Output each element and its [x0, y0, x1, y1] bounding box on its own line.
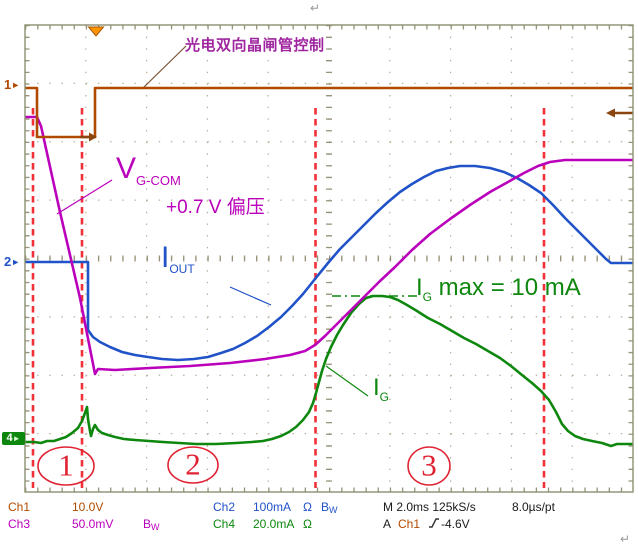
right-arrow-icon: ► [11, 80, 21, 90]
bw-b: B [143, 517, 152, 531]
ch1-readout-name: Ch1 [8, 500, 31, 514]
resolution-readout: 8.0µs/pt [512, 500, 555, 514]
iout-label: IOUT [161, 241, 195, 276]
ch2-coupling-ohm: Ω [303, 500, 312, 514]
graticule [24, 24, 634, 493]
ch4-readout-scale: 20.0mA [253, 517, 295, 531]
ch2-position-marker: 2► [4, 255, 20, 269]
return-mark-icon: ↵ [310, 1, 321, 15]
ig-subscript: G [422, 290, 433, 304]
trigger-position-icon [87, 26, 105, 37]
ch3-readout-scale: 50.0mV [72, 517, 114, 531]
ig-symbol: I [373, 374, 380, 401]
ch2-readout-scale: 100mA [253, 500, 292, 514]
ch4-readout-name: Ch4 [213, 517, 236, 531]
pointer-line [229, 286, 272, 306]
trigger-mode: A [383, 517, 392, 531]
ch1-marker-label: 1 [4, 77, 12, 92]
region-number-1: 1 [58, 447, 74, 483]
plot-border [24, 24, 634, 493]
ch4-position-marker: 4► [2, 432, 25, 445]
bw-w: W [151, 522, 160, 532]
trigger-source: Ch1 [398, 517, 421, 531]
vgcom-subscript: G-COM [136, 173, 181, 188]
ch3-bandwidth-badge: BW [143, 518, 160, 534]
waveform-ch4 [25, 294, 633, 448]
ch3-readout-name: Ch3 [8, 517, 31, 531]
vgcom-label: VG-COM [116, 152, 181, 188]
bw-w: W [329, 505, 338, 515]
trigger-level-arrow-icon [606, 108, 615, 118]
vgcom-symbol: V [116, 152, 137, 185]
ig-max-text: max = 10 mA [432, 274, 581, 301]
timebase-readout: M 2.0ms 125kS/s [383, 500, 476, 514]
pointer-line [142, 45, 187, 89]
ch1-position-marker: 1► [4, 78, 20, 92]
ig-symbol: I [416, 274, 423, 301]
ch2-bandwidth-badge: BW [321, 501, 338, 517]
bw-b: B [321, 500, 330, 514]
region-circle [37, 446, 95, 486]
ch2-readout-name: Ch2 [213, 500, 236, 514]
ig-max-annotation: IG max = 10 mA [416, 274, 581, 304]
region-circle [167, 446, 219, 484]
ch4-coupling-ohm: Ω [303, 517, 312, 531]
waveform-ch3 [25, 115, 633, 376]
title-annotation: 光电双向晶闸管控制 [185, 37, 325, 54]
ig-label: IG [373, 374, 390, 404]
ch2-marker-label: 2 [4, 254, 12, 269]
ch4-marker-label: 4 [6, 432, 13, 444]
region-number-2: 2 [185, 446, 201, 482]
bias-annotation: +0.7 V 偏压 [166, 197, 265, 218]
waveform-ch2 [25, 164, 633, 362]
pointer-line [325, 365, 369, 397]
iout-symbol: I [161, 241, 170, 274]
region-number-3: 3 [421, 447, 437, 483]
return-mark-icon: ↵ [620, 532, 631, 546]
trigger-level: -4.6V [441, 517, 470, 531]
right-arrow-icon: ► [12, 434, 21, 443]
region-circle [407, 446, 451, 486]
waveform-ch1 [25, 86, 633, 139]
trigger-edge-arrow-icon [89, 132, 97, 142]
iout-subscript: OUT [169, 262, 195, 276]
pointer-line [56, 179, 113, 215]
right-arrow-icon: ► [11, 257, 21, 267]
ig-subscript: G [379, 390, 390, 404]
ch1-readout-scale: 10.0V [72, 500, 104, 514]
